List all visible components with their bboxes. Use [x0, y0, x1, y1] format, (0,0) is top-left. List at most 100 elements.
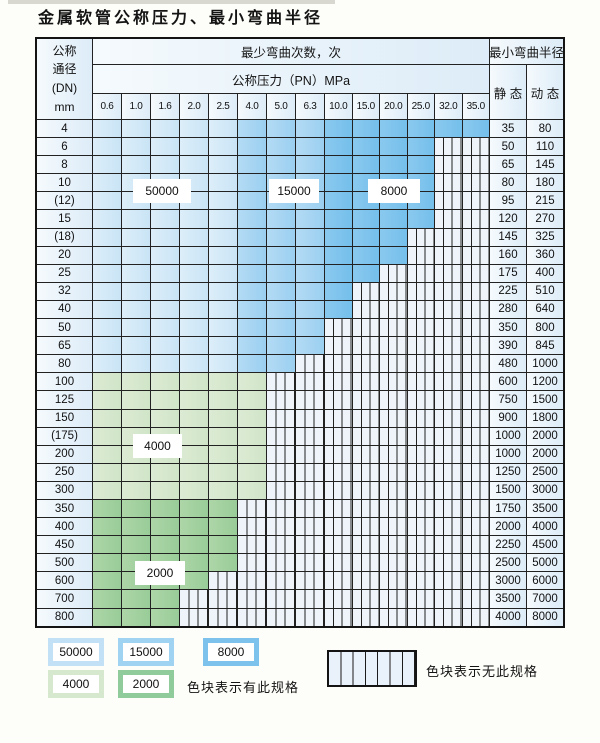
dn-cell: 4 [37, 120, 92, 138]
no-spec-cell [407, 264, 434, 282]
no-spec-cell [296, 409, 324, 427]
spec-cell [93, 590, 121, 608]
static-value-cell: 35 [490, 120, 526, 138]
spec-cell [352, 120, 379, 138]
no-spec-cell [267, 518, 295, 536]
spec-cell [93, 192, 121, 210]
no-spec-cell [352, 554, 379, 572]
no-spec-cell [462, 319, 489, 337]
no-spec-cell [435, 445, 462, 463]
dn-cell: 25 [37, 264, 92, 282]
spec-cell [325, 138, 352, 156]
spec-cell [151, 463, 179, 481]
dn-cell: 250 [37, 463, 92, 481]
spec-cell [122, 337, 150, 355]
spec-cell [238, 246, 266, 264]
spec-cell [267, 264, 295, 282]
no-spec-cell [435, 355, 462, 373]
pressure-header: 公称压力（PN）MPa [93, 65, 489, 93]
spec-cell [151, 319, 179, 337]
pressure-value-cell: 10.0 [325, 94, 352, 119]
no-spec-cell [296, 499, 324, 518]
spec-cell [93, 427, 121, 445]
static-value-cell: 900 [490, 409, 526, 427]
spec-cell [238, 174, 266, 192]
spec-cell [122, 319, 150, 337]
pressure-value-cell: 25.0 [407, 94, 434, 119]
static-value-cell: 1000 [490, 427, 526, 445]
no-spec-cell [462, 427, 489, 445]
pressure-value-cell: 1.6 [151, 94, 179, 119]
spec-cell [122, 228, 150, 246]
static-value-cell: 3000 [490, 572, 526, 590]
no-spec-cell [462, 192, 489, 210]
no-spec-cell [209, 590, 237, 608]
no-spec-cell [462, 264, 489, 282]
no-spec-cell [296, 481, 324, 499]
spec-cell [380, 120, 407, 138]
no-spec-cell [296, 554, 324, 572]
no-spec-cell [238, 518, 266, 536]
spec-cell [151, 282, 179, 300]
spec-cell [325, 246, 352, 264]
spec-cell [151, 481, 179, 499]
spec-cell [122, 463, 150, 481]
no-spec-cell [352, 355, 379, 373]
static-value-cell: 2250 [490, 536, 526, 554]
spec-cell [180, 481, 208, 499]
spec-cell [180, 373, 208, 391]
spec-cell [93, 210, 121, 228]
no-spec-cell [380, 536, 407, 554]
spec-cell [93, 554, 121, 572]
dynamic-value-cell: 110 [527, 138, 563, 156]
spec-cell [93, 282, 121, 300]
no-spec-cell [380, 391, 407, 409]
spec-cell [151, 518, 179, 536]
spec-cell [267, 156, 295, 174]
spec-cell [93, 120, 121, 138]
no-spec-cell [462, 572, 489, 590]
spec-cell [352, 264, 379, 282]
legend-swatch-8000: 8000 [203, 638, 259, 666]
spec-cell [209, 499, 237, 518]
spec-cell [209, 319, 237, 337]
dynamic-value-cell: 2000 [527, 445, 563, 463]
spec-cell [238, 210, 266, 228]
no-spec-cell [352, 499, 379, 518]
dn-cell: 300 [37, 481, 92, 499]
dn-cell: 800 [37, 608, 92, 626]
no-spec-cell [435, 572, 462, 590]
no-spec-cell [380, 518, 407, 536]
no-spec-cell [435, 554, 462, 572]
no-spec-cell [267, 536, 295, 554]
no-spec-cell [435, 264, 462, 282]
dn-cell: 50 [37, 319, 92, 337]
dynamic-value-cell: 4000 [527, 518, 563, 536]
no-spec-cell [435, 337, 462, 355]
spec-cell [122, 210, 150, 228]
no-spec-cell [435, 463, 462, 481]
spec-cell [180, 518, 208, 536]
spec-cell [238, 445, 266, 463]
spec-cell [209, 463, 237, 481]
spec-cell [180, 572, 208, 590]
no-spec-cell [380, 608, 407, 626]
dn-header-cell: 公称 通径 (DN) mm [37, 39, 92, 119]
spec-cell [209, 138, 237, 156]
no-spec-cell [462, 554, 489, 572]
dynamic-value-cell: 6000 [527, 572, 563, 590]
no-spec-cell [462, 174, 489, 192]
spec-cell [209, 518, 237, 536]
spec-cell [122, 481, 150, 499]
static-value-cell: 1500 [490, 481, 526, 499]
spec-cell [352, 210, 379, 228]
spec-cell [93, 409, 121, 427]
spec-cell [380, 228, 407, 246]
bend-times-zone-label: 15000 [269, 179, 319, 203]
no-spec-cell [435, 391, 462, 409]
dynamic-value-cell: 80 [527, 120, 563, 138]
spec-cell [435, 120, 462, 138]
spec-cell [209, 282, 237, 300]
dn-cell: 100 [37, 373, 92, 391]
no-spec-cell [380, 264, 407, 282]
